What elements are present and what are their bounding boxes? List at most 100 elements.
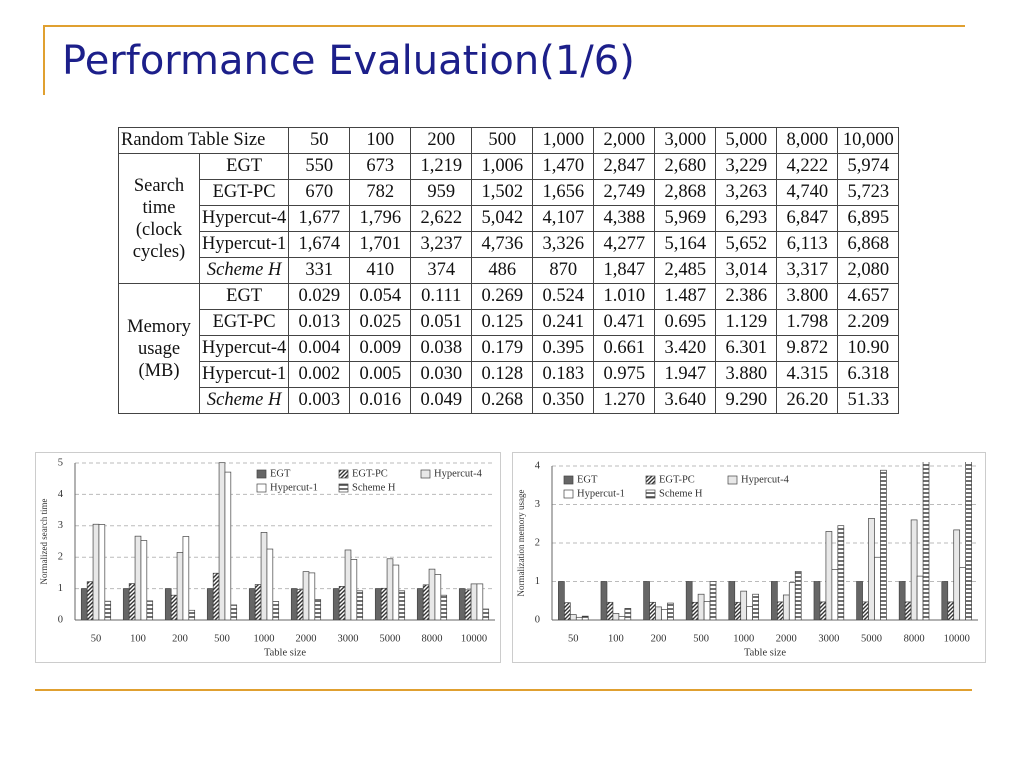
- legend-label: Hypercut-4: [741, 474, 790, 485]
- y-axis-label: Normalization memory usage: [516, 490, 526, 597]
- bar: [398, 590, 406, 620]
- legend-label: Hypercut-4: [434, 468, 483, 479]
- data-cell: 2,080: [837, 257, 900, 284]
- bar: [416, 588, 424, 620]
- table-row: Memory usage (MB) EGT 0.029 0.054 0.111 0.269…: [118, 283, 900, 414]
- bar: [302, 571, 310, 620]
- data-cell: 0.268: [471, 387, 534, 414]
- bar: [898, 581, 906, 620]
- x-tick-label: 10000: [944, 633, 970, 644]
- bar: [575, 616, 583, 620]
- data-cell: 0.004: [288, 335, 351, 362]
- data-cell: 3.880: [715, 361, 778, 388]
- x-tick-label: 10000: [461, 633, 487, 644]
- bar: [904, 601, 912, 620]
- table-row: Hypercut-1 0.002 0.005 0.030 0.128 0.183 0.975…: [119, 361, 900, 388]
- table-row: Hypercut-4 1,677 1,796 2,622 5,042 4,107 4,388…: [119, 205, 900, 232]
- legend-label: Hypercut-1: [577, 488, 625, 499]
- legend-label: EGT: [270, 468, 291, 479]
- data-cell: 1.129: [715, 309, 778, 336]
- data-cell: 0.524: [532, 283, 595, 310]
- bar: [752, 593, 759, 620]
- bar: [338, 586, 346, 620]
- bar: [564, 602, 571, 620]
- row-label: Hypercut-1: [198, 361, 290, 388]
- data-cell: 1.487: [654, 283, 717, 310]
- bar: [374, 588, 382, 620]
- x-tick-label: 500: [693, 633, 709, 644]
- data-cell: 0.005: [349, 361, 412, 388]
- table-row: Random Table Size 50 100 200 500 1,000 2,000 3,…: [117, 127, 900, 154]
- data-cell: 6,895: [837, 205, 900, 232]
- bar: [230, 604, 238, 620]
- data-cell: 10.90: [837, 335, 900, 362]
- bar: [856, 581, 863, 620]
- row-label: EGT-PC: [198, 309, 290, 336]
- bar: [667, 602, 674, 620]
- data-table: Random Table Size 50 100 200 500 1,000 2,000 3,…: [117, 127, 900, 414]
- bar: [104, 600, 112, 620]
- legend-label: Hypercut-1: [270, 482, 318, 493]
- bar: [356, 590, 364, 620]
- data-cell: 1,470: [532, 153, 595, 180]
- data-cell: 0.030: [410, 361, 473, 388]
- data-cell: 6,113: [776, 231, 839, 258]
- bar: [98, 524, 106, 620]
- bar: [959, 567, 966, 620]
- data-cell: 4,388: [593, 205, 656, 232]
- table-row: Search time (clock cycles) EGT 550 673 1,219…: [118, 153, 900, 284]
- x-tick-label: 5000: [861, 633, 882, 644]
- legend-swatch: [563, 475, 574, 485]
- data-cell: 3,263: [715, 179, 778, 206]
- bar: [392, 564, 400, 620]
- bar: [728, 581, 736, 620]
- header-cell: 5,000: [715, 127, 778, 154]
- row-label: Hypercut-4: [198, 335, 290, 362]
- frame: [512, 452, 986, 663]
- x-axis-label: Table size: [264, 647, 306, 658]
- bar: [188, 609, 196, 620]
- data-cell: 2.386: [715, 283, 778, 310]
- legend-swatch: [645, 489, 656, 499]
- bar: [428, 568, 436, 620]
- x-tick-label: 1000: [254, 633, 275, 644]
- bars: [80, 462, 490, 620]
- bar: [122, 588, 130, 620]
- data-cell: 3.800: [776, 283, 839, 310]
- header-cell: 10,000: [837, 127, 900, 154]
- x-tick-label: 3000: [338, 633, 359, 644]
- x-tick-label: 50: [91, 633, 102, 644]
- bar: [386, 558, 394, 620]
- bar: [600, 581, 608, 620]
- bars: [558, 462, 972, 620]
- bar: [296, 589, 304, 620]
- bar: [458, 588, 466, 620]
- y-tick-label: 3: [535, 499, 540, 510]
- bar: [624, 608, 632, 620]
- slide-title: Performance Evaluation(1/6): [62, 38, 635, 84]
- header-cell: 100: [349, 127, 412, 154]
- data-cell: 26.20: [776, 387, 839, 414]
- bar: [248, 588, 256, 620]
- data-cell: 4,222: [776, 153, 839, 180]
- data-cell: 550: [288, 153, 351, 180]
- data-cell: 4,107: [532, 205, 595, 232]
- header-cell: 50: [288, 127, 351, 154]
- bar: [746, 606, 753, 620]
- header-cell: 3,000: [654, 127, 717, 154]
- bar: [569, 614, 577, 620]
- data-cell: 3,317: [776, 257, 839, 284]
- data-cell: 1,219: [410, 153, 473, 180]
- y-tick-label: 0: [535, 614, 540, 625]
- data-cell: 6,847: [776, 205, 839, 232]
- x-tick-label: 100: [130, 633, 146, 644]
- bar: [965, 462, 972, 620]
- x-tick-label: 2000: [776, 633, 797, 644]
- data-cell: 331: [288, 257, 351, 284]
- legend-swatch: [563, 489, 574, 499]
- x-tick-label: 1000: [733, 633, 754, 644]
- x-tick-label: 500: [214, 633, 230, 644]
- bar: [380, 587, 388, 620]
- data-cell: 2.209: [837, 309, 900, 336]
